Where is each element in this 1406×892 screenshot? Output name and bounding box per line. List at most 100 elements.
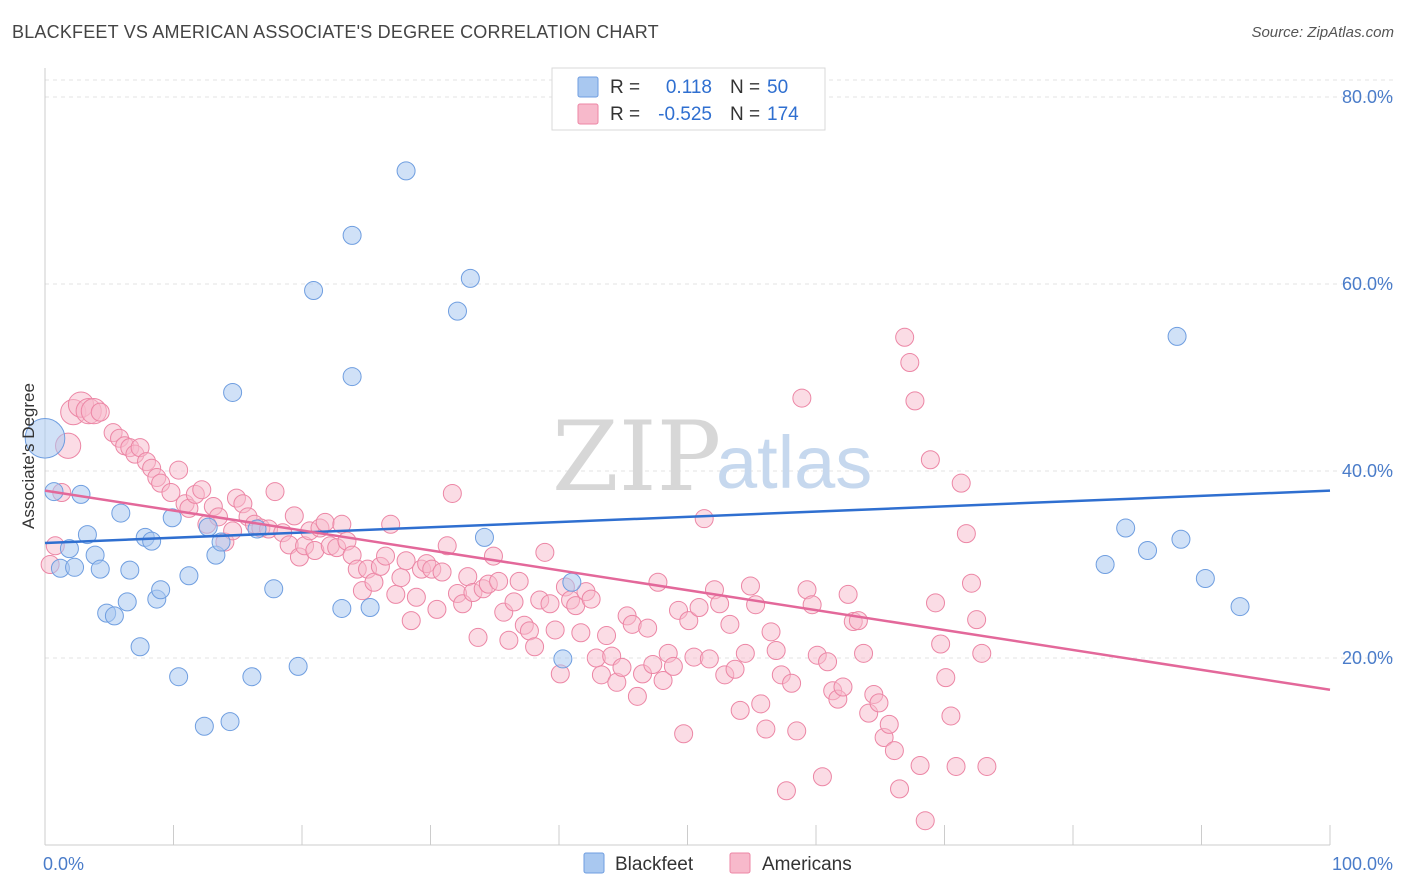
data-point-blackfeet bbox=[59, 539, 79, 559]
data-point-americans bbox=[972, 643, 992, 663]
data-point-americans bbox=[890, 779, 910, 799]
data-point-americans bbox=[956, 524, 976, 544]
data-point-americans bbox=[525, 637, 545, 657]
data-point-americans bbox=[812, 767, 832, 787]
data-point-americans bbox=[848, 611, 868, 631]
data-point-americans bbox=[458, 567, 478, 587]
legend-r-value: 0.118 bbox=[666, 77, 712, 98]
data-point-americans bbox=[437, 536, 457, 556]
data-point-americans bbox=[967, 610, 987, 630]
data-point-americans bbox=[427, 599, 447, 619]
data-point-blackfeet bbox=[117, 592, 137, 612]
data-point-americans bbox=[535, 542, 555, 562]
data-point-americans bbox=[442, 483, 462, 503]
data-point-americans bbox=[161, 483, 181, 503]
data-point-americans bbox=[509, 571, 529, 591]
data-point-americans bbox=[638, 618, 658, 638]
data-point-americans bbox=[787, 721, 807, 741]
data-point-americans bbox=[720, 614, 740, 634]
data-point-americans bbox=[591, 665, 611, 685]
data-point-blackfeet bbox=[24, 417, 66, 459]
data-point-blackfeet bbox=[151, 580, 171, 600]
data-point-blackfeet bbox=[179, 566, 199, 586]
data-point-americans bbox=[884, 741, 904, 761]
data-point-americans bbox=[648, 572, 668, 592]
data-point-americans bbox=[730, 700, 750, 720]
data-point-blackfeet bbox=[111, 503, 131, 523]
watermark-zip: ZIP bbox=[552, 401, 721, 513]
data-point-americans bbox=[946, 756, 966, 776]
data-point-blackfeet bbox=[332, 598, 352, 618]
legend-swatch bbox=[583, 852, 605, 874]
data-point-americans bbox=[740, 576, 760, 596]
data-point-blackfeet bbox=[1195, 569, 1215, 589]
legend-swatch bbox=[577, 103, 599, 125]
data-point-americans bbox=[905, 391, 925, 411]
data-point-americans bbox=[818, 652, 838, 672]
data-point-americans bbox=[977, 756, 997, 776]
legend-r-label: R = bbox=[610, 77, 640, 98]
grid-lines bbox=[45, 79, 1395, 659]
data-point-americans bbox=[483, 546, 503, 566]
data-point-blackfeet bbox=[104, 606, 124, 626]
data-point-blackfeet bbox=[562, 572, 582, 592]
series-legend: Blackfeet Americans bbox=[583, 852, 852, 875]
data-point-americans bbox=[468, 627, 488, 647]
data-point-blackfeet bbox=[396, 161, 416, 181]
data-point-blackfeet bbox=[220, 712, 240, 732]
data-point-blackfeet bbox=[1171, 529, 1191, 549]
data-point-blackfeet bbox=[288, 656, 308, 676]
data-point-americans bbox=[689, 598, 709, 618]
y-tick-label: 80.0% bbox=[1342, 87, 1393, 107]
data-point-americans bbox=[694, 509, 714, 529]
data-point-blackfeet bbox=[342, 225, 362, 245]
data-point-americans bbox=[782, 673, 802, 693]
data-point-americans bbox=[766, 641, 786, 661]
legend-n-value: 174 bbox=[767, 104, 799, 125]
data-point-americans bbox=[396, 551, 416, 571]
data-point-americans bbox=[792, 388, 812, 408]
data-point-blackfeet bbox=[447, 301, 467, 321]
legend-swatch bbox=[729, 852, 751, 874]
data-point-blackfeet bbox=[211, 532, 231, 552]
data-point-blackfeet bbox=[223, 382, 243, 402]
y-axis-title: Associate's Degree bbox=[19, 383, 38, 529]
data-point-blackfeet bbox=[169, 667, 189, 687]
x-tick-label: 100.0% bbox=[1332, 854, 1393, 874]
data-point-americans bbox=[951, 473, 971, 493]
trend-line-americans bbox=[44, 489, 1331, 692]
data-point-blackfeet bbox=[77, 525, 97, 545]
data-point-americans bbox=[838, 584, 858, 604]
data-point-americans bbox=[489, 571, 509, 591]
data-point-americans bbox=[401, 611, 421, 631]
axes bbox=[44, 68, 1331, 846]
chart-title: BLACKFEET VS AMERICAN ASSOCIATE'S DEGREE… bbox=[12, 22, 659, 42]
data-point-americans bbox=[920, 450, 940, 470]
legend-r-label: R = bbox=[610, 104, 640, 125]
data-point-americans bbox=[751, 694, 771, 714]
data-point-blackfeet bbox=[342, 367, 362, 387]
data-point-americans bbox=[406, 587, 426, 607]
data-point-americans bbox=[284, 506, 304, 526]
data-point-americans bbox=[869, 693, 889, 713]
legend-item-label: Americans bbox=[762, 854, 852, 875]
data-point-blackfeet bbox=[90, 559, 110, 579]
source-label: Source: ZipAtlas.com bbox=[1251, 24, 1394, 41]
data-point-blackfeet bbox=[120, 560, 140, 580]
data-point-americans bbox=[432, 562, 452, 582]
legend-n-value: 50 bbox=[767, 77, 788, 98]
data-point-americans bbox=[735, 643, 755, 663]
trend-lines bbox=[44, 489, 1331, 692]
data-point-americans bbox=[381, 514, 401, 534]
data-point-americans bbox=[761, 622, 781, 642]
data-point-americans bbox=[710, 594, 730, 614]
data-point-blackfeet bbox=[1138, 540, 1158, 560]
data-point-americans bbox=[627, 686, 647, 706]
data-point-americans bbox=[895, 327, 915, 347]
data-point-blackfeet bbox=[162, 508, 182, 528]
data-point-americans bbox=[674, 724, 694, 744]
data-point-blackfeet bbox=[130, 637, 150, 657]
data-point-americans bbox=[915, 811, 935, 831]
data-point-blackfeet bbox=[304, 281, 324, 301]
data-point-blackfeet bbox=[65, 557, 85, 577]
